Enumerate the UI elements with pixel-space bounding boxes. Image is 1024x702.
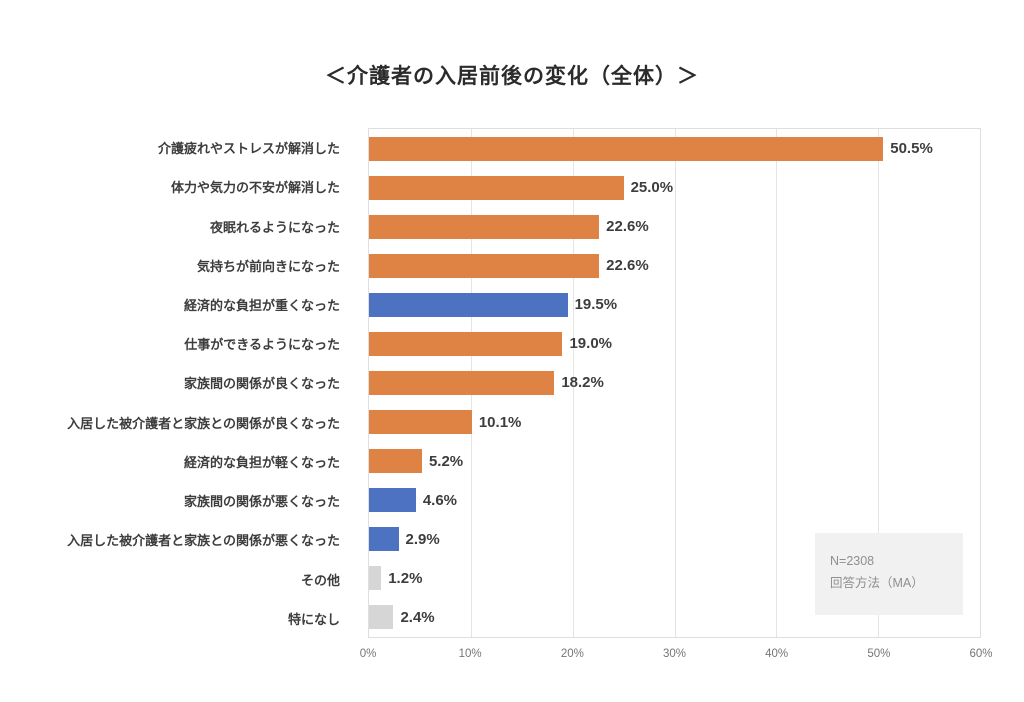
value-label: 22.6% [606,257,649,275]
category-label: その他 [300,572,340,588]
category-label: 経済的な負担が重くなった [183,298,340,314]
category-label: 経済的な負担が軽くなった [183,454,340,470]
value-label: 2.4% [400,608,435,626]
bar-row: 4.6% [369,481,980,520]
sample-note-box: N=2308 回答方法（MA） [815,533,963,615]
bar-row: 22.6% [369,207,980,246]
bar-row: 18.2% [369,363,980,402]
bar-row: 19.5% [369,285,980,324]
bar [369,136,884,161]
value-label: 10.1% [478,413,522,431]
bar [369,331,563,356]
x-tick-label: 30% [662,648,687,660]
category-label: 家族間の関係が悪くなった [183,494,340,510]
bar-row: 25.0% [369,168,980,207]
x-tick-label: 40% [765,648,789,660]
x-tick-label: 20% [560,648,584,660]
value-label: 25.0% [630,179,674,197]
value-label: 18.2% [561,374,604,392]
category-label: 入居した被介護者と家族との関係が悪くなった [67,533,340,549]
value-label: 4.6% [422,491,458,509]
bar-row: 19.0% [369,324,980,363]
category-label: 気持ちが前向きになった [196,258,340,274]
x-tick-label: 50% [867,648,891,660]
x-tick-label: 10% [458,648,482,660]
bar-row: 1.2% [369,559,980,598]
bar [369,449,422,474]
bar [369,410,472,435]
x-tick-label: 60% [969,648,993,660]
value-label: 5.2% [428,452,464,470]
gridline [878,129,880,637]
bar [369,566,382,591]
category-label: 家族間の関係が良くなった [183,376,340,392]
bar-row: 5.2% [369,442,980,481]
value-label: 22.6% [606,218,649,236]
value-label: 50.5% [890,140,933,158]
bar [369,488,416,513]
category-axis: 介護疲れやストレスが解消した体力や気力の不安が解消した夜眠れるようになった気持ち… [30,128,340,638]
bar-row: 2.9% [369,520,980,559]
gridline [572,129,574,637]
bar-row: 22.6% [369,246,980,285]
value-label: 1.2% [388,569,423,587]
bar-row: 50.5% [369,129,980,168]
bar [369,292,568,317]
bar [369,370,555,395]
category-label: 夜眠れるようになった [209,219,340,235]
bar [369,527,399,552]
sample-size-label: N=2308 [830,554,875,568]
category-label: 入居した被介護者と家族との関係が良くなった [67,415,340,431]
category-label: 介護疲れやストレスが解消した [157,141,340,157]
bar [369,253,600,278]
category-label: 特になし [287,611,340,627]
category-label: 体力や気力の不安が解消した [170,180,340,196]
bar [369,175,624,200]
category-label: 仕事ができるようになった [184,337,340,353]
gridline [674,129,676,637]
chart-title: ＜介護者の入居前後の変化（全体）＞ [325,65,699,88]
value-label: 19.0% [569,335,613,353]
bar [369,605,394,630]
x-tick-label: 0% [359,648,377,660]
bar [369,214,600,239]
value-label: 2.9% [405,530,440,548]
gridline [776,129,778,637]
answer-method-label: 回答方法（MA） [830,576,924,590]
bar-row: 10.1% [369,403,980,442]
bar-row: 2.4% [369,598,980,637]
value-label: 19.5% [574,296,618,314]
plot-area: 50.5% 25.0% 22.6% 22.6% 19.5% 19.0% 18.2% 10.1%… [368,128,981,638]
x-axis: 0% 10% 20% 30% 40% 50% 60% [360,648,993,668]
